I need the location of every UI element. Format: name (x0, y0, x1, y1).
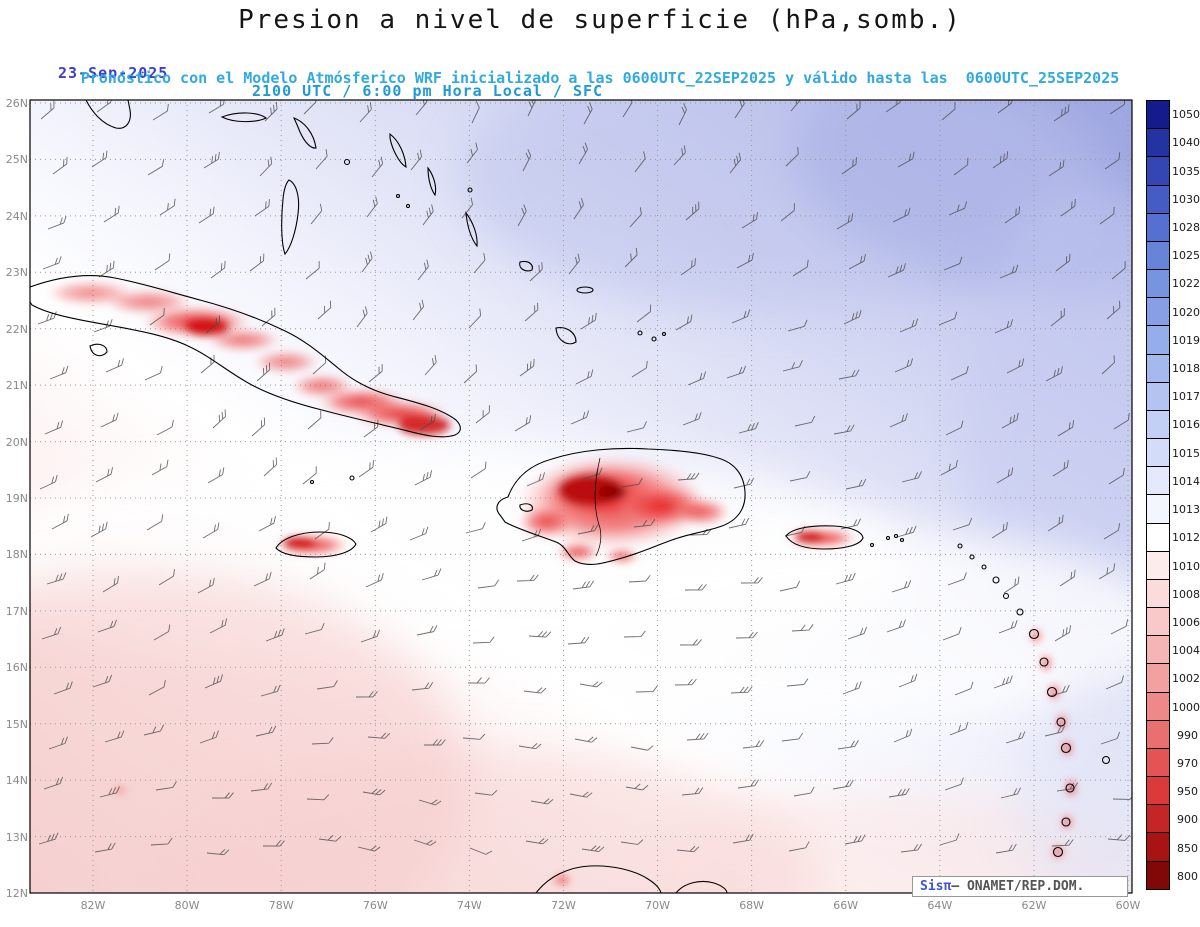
credit-org: ONAMET/REP.DOM. (966, 879, 1085, 894)
colorbar-cell (1147, 270, 1169, 299)
colorbar-cell (1147, 805, 1169, 834)
colorbar-cell (1147, 608, 1169, 637)
colorbar-value: 800 (1177, 869, 1198, 883)
colorbar-value: 1035 (1172, 164, 1200, 178)
colorbar-cell (1147, 833, 1169, 862)
colorbar-cell (1147, 326, 1169, 355)
colorbar-value: 950 (1177, 785, 1198, 799)
colorbar-value: 1010 (1172, 559, 1200, 573)
colorbar-cell (1147, 551, 1169, 580)
page-title: Presion a nivel de superficie (hPa,somb.… (238, 5, 962, 35)
wind-barbs (37, 100, 1132, 856)
colorbar-value: 1025 (1172, 249, 1200, 263)
colorbar-value: 1028 (1172, 220, 1200, 234)
forecast-date: 23-Sep-2025 (58, 64, 169, 82)
colorbar-cell (1147, 692, 1169, 721)
forecast-time: 2100 UTC / 6:00 pm Hora Local / SFC (252, 82, 604, 100)
credit-separator: – (951, 879, 967, 894)
colorbar-value: 1018 (1172, 362, 1200, 376)
colorbar-cell (1147, 213, 1169, 242)
colorbar-value: 1040 (1172, 136, 1200, 150)
colorbar-cell (1147, 664, 1169, 693)
colorbar-value: 1017 (1172, 390, 1200, 404)
colorbar-value: 1030 (1172, 192, 1200, 206)
colorbar-value: 1012 (1172, 531, 1200, 545)
colorbar-cell (1147, 523, 1169, 552)
colorbar-cell (1147, 382, 1169, 411)
colorbar-value: 1050 (1172, 108, 1200, 122)
colorbar-cell (1147, 101, 1169, 130)
map-frame (29, 99, 1133, 894)
colorbar-cell (1147, 241, 1169, 271)
colorbar-cell (1147, 720, 1169, 749)
datetime-line: 23-Sep-2025 2100 UTC / 6:00 pm Hora Loca… (0, 46, 1200, 100)
colorbar-value: 1020 (1172, 305, 1200, 319)
colorbar-cell (1147, 298, 1169, 327)
colorbar-value: 1022 (1172, 277, 1200, 291)
colorbar-cell (1147, 579, 1169, 609)
colorbar-value: 970 (1177, 757, 1198, 771)
colorbar-value: 1014 (1172, 474, 1200, 488)
colorbar-value: 1002 (1172, 672, 1200, 686)
colorbar-value: 990 (1177, 728, 1198, 742)
credit-box: Sisπ – ONAMET/REP.DOM. (912, 876, 1128, 897)
colorbar-cell (1147, 636, 1169, 665)
colorbar-value: 1015 (1172, 446, 1200, 460)
colorbar: 1050 1040 1035 1030 1028 1025 1022 1020 1019 1018… (1146, 100, 1200, 890)
colorbar-cell (1147, 185, 1169, 214)
colorbar-cell (1147, 354, 1169, 383)
colorbar-cell (1147, 748, 1169, 778)
colorbar-value: 1004 (1172, 644, 1200, 658)
colorbar-value: 1008 (1172, 587, 1200, 601)
colorbar-value: 1006 (1172, 615, 1200, 629)
colorbar-cell (1147, 410, 1169, 440)
colorbar-value: 900 (1177, 813, 1198, 827)
colorbar-value: 1000 (1172, 700, 1200, 714)
colorbar-cell (1147, 467, 1169, 496)
colorbar-value: 1019 (1172, 333, 1200, 347)
model-subtitle: Pronóstico con el Modelo Atmósferico WRF… (80, 69, 1120, 87)
colorbar-cell (1147, 861, 1169, 889)
colorbar-value: 1016 (1172, 418, 1200, 432)
colorbar-cell (1147, 157, 1169, 186)
coastlines (30, 100, 1111, 893)
colorbar-value: 850 (1177, 841, 1198, 855)
pressure-red-shading (45, 280, 1077, 886)
colorbar-cell (1147, 495, 1169, 524)
colorbar-swatches (1146, 100, 1170, 890)
colorbar-cell (1147, 129, 1169, 158)
colorbar-cell (1147, 439, 1169, 468)
colorbar-value: 1013 (1172, 503, 1200, 517)
credit-brand: Sisπ (920, 879, 952, 894)
colorbar-cell (1147, 777, 1169, 806)
